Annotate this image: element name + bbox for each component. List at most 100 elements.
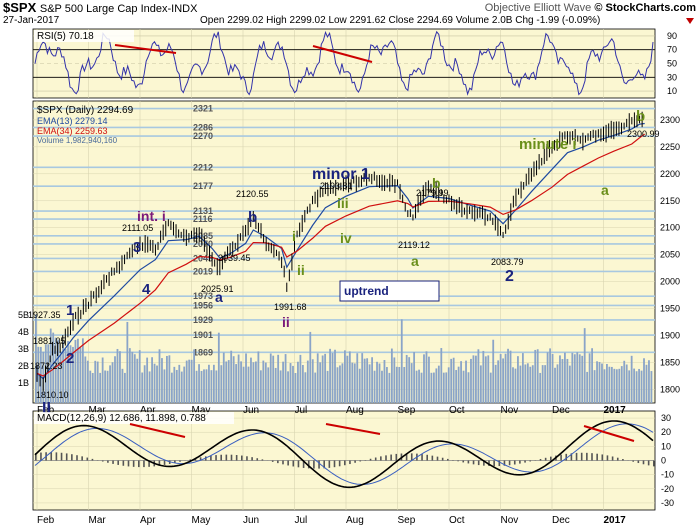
volume-bar bbox=[123, 372, 126, 403]
macd-histogram-bar bbox=[174, 460, 176, 463]
volume-bar bbox=[89, 370, 92, 403]
x-tick-label: 2017 bbox=[604, 515, 627, 526]
wave-label: 4 bbox=[142, 281, 151, 298]
volume-bar bbox=[447, 367, 450, 403]
volume-bar bbox=[297, 361, 299, 403]
price-value-label: 2083.79 bbox=[491, 257, 524, 267]
volume-bar bbox=[628, 370, 631, 403]
macd-histogram-bar bbox=[297, 460, 300, 468]
volume-bar bbox=[143, 365, 146, 403]
macd-histogram-bar bbox=[60, 452, 63, 461]
x-tick-label: Jul bbox=[295, 405, 308, 416]
price-value-label: 1872.23 bbox=[30, 361, 63, 371]
level-label: 2070 bbox=[193, 239, 213, 249]
volume-bar bbox=[237, 354, 240, 403]
macd-histogram-bar bbox=[246, 456, 248, 461]
volume-bar bbox=[566, 358, 569, 403]
volume-bar bbox=[492, 339, 495, 403]
volume-bar bbox=[571, 352, 574, 403]
price-value-label: 2111.05 bbox=[122, 223, 153, 233]
volume-bar bbox=[517, 356, 519, 403]
volume-bar bbox=[205, 369, 208, 403]
macd-histogram-bar bbox=[431, 455, 434, 461]
level-label: 1869 bbox=[193, 347, 213, 357]
volume-bar bbox=[200, 370, 203, 403]
volume-bar bbox=[556, 364, 559, 403]
wave-label: 3 bbox=[133, 239, 141, 256]
volume-bar bbox=[161, 358, 163, 403]
volume-bar bbox=[188, 359, 191, 403]
macd-tick-label: -10 bbox=[661, 470, 674, 480]
trend-box bbox=[339, 280, 440, 302]
volume-bar bbox=[166, 355, 168, 403]
volume-bar bbox=[334, 349, 336, 403]
macd-histogram-bar bbox=[256, 458, 259, 461]
volume-bar bbox=[146, 357, 149, 403]
level-label: 2270 bbox=[193, 131, 213, 141]
volume-bar bbox=[274, 367, 277, 403]
volume-bar bbox=[62, 341, 64, 403]
volume-bar bbox=[282, 361, 284, 403]
volume-bar bbox=[242, 366, 245, 403]
volume-bar bbox=[499, 354, 502, 403]
macd-histogram-bar bbox=[76, 455, 78, 461]
volume-bar bbox=[346, 355, 349, 403]
macd-histogram-bar bbox=[328, 460, 331, 468]
volume-bar bbox=[504, 353, 507, 403]
macd-histogram-bar bbox=[127, 460, 130, 467]
rsi-tick-label: 30 bbox=[667, 72, 677, 82]
x-tick-label: Aug bbox=[346, 515, 364, 526]
volume-bar bbox=[54, 337, 57, 403]
volume-bar bbox=[371, 357, 373, 403]
x-tick-label: Dec bbox=[552, 405, 570, 416]
macd-histogram-bar bbox=[390, 454, 392, 461]
x-tick-label: Nov bbox=[501, 405, 519, 416]
volume-bar bbox=[479, 365, 482, 403]
volume-bar bbox=[405, 354, 408, 403]
macd-histogram-bar bbox=[122, 460, 125, 466]
volume-bar bbox=[104, 370, 107, 403]
volume-bar bbox=[578, 354, 581, 403]
macd-histogram-bar bbox=[158, 460, 161, 466]
rsi-divergence-line bbox=[114, 44, 177, 54]
volume-bar bbox=[215, 370, 218, 403]
macd-histogram-bar bbox=[591, 453, 593, 461]
macd-histogram-bar bbox=[467, 460, 470, 464]
macd-histogram-bar bbox=[513, 460, 516, 465]
volume-bar bbox=[304, 372, 307, 403]
volume-bar bbox=[245, 353, 247, 403]
volume-bar bbox=[630, 355, 633, 403]
volume-bar bbox=[643, 358, 645, 403]
wave-label: b bbox=[248, 209, 257, 226]
volume-bar bbox=[84, 356, 87, 403]
volume-bar bbox=[618, 368, 621, 403]
macd-histogram-bar bbox=[344, 460, 346, 466]
volume-bar bbox=[593, 370, 596, 403]
price-tick-label: 2300 bbox=[660, 115, 680, 125]
volume-bar bbox=[287, 371, 289, 403]
wave-label: int. i bbox=[137, 208, 166, 224]
volume-bar bbox=[425, 351, 428, 403]
volume-bar bbox=[220, 365, 223, 403]
macd-histogram-bar bbox=[307, 460, 310, 469]
volume-bar bbox=[450, 358, 453, 403]
macd-histogram-bar bbox=[230, 454, 233, 461]
volume-bar bbox=[185, 360, 188, 403]
volume-bar bbox=[319, 362, 322, 403]
volume-bar bbox=[153, 363, 156, 403]
macd-histogram-bar bbox=[235, 455, 238, 461]
wave-label: a bbox=[601, 182, 609, 198]
macd-histogram-bar bbox=[210, 455, 212, 461]
volume-bar bbox=[645, 364, 648, 403]
volume-bar bbox=[559, 355, 561, 403]
price-tick-label: 1900 bbox=[660, 331, 680, 341]
volume-bar bbox=[497, 360, 500, 403]
volume-bar bbox=[344, 350, 346, 403]
volume-bar bbox=[180, 371, 183, 403]
macd-tick-label: 10 bbox=[661, 441, 671, 451]
volume-bar bbox=[86, 360, 89, 403]
volume-bar bbox=[640, 370, 643, 403]
volume-bar bbox=[259, 370, 262, 403]
macd-histogram-bar bbox=[457, 460, 459, 462]
volume-bar bbox=[445, 372, 448, 403]
